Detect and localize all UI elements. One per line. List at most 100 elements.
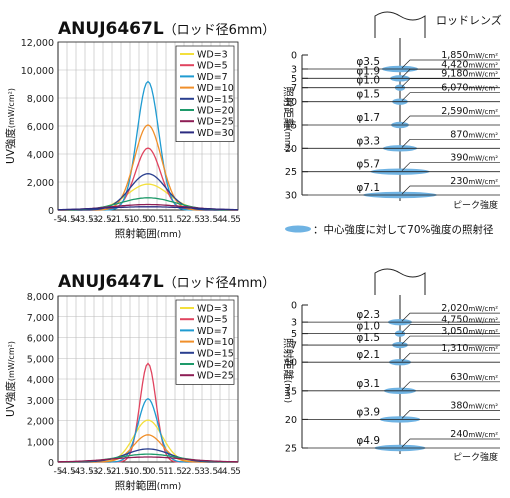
scale-tick-label: 7 (291, 341, 297, 352)
peak-intensity-unit: mW/cm² (468, 155, 498, 163)
peak-intensity-label: 2,020mW/cm² (441, 303, 498, 314)
peak-intensity-caption: ピーク強度 (453, 199, 498, 211)
spot-diameter-label: φ5.7 (356, 159, 380, 171)
x-tick-label: -2 (108, 215, 117, 225)
x-tick-label: 0 (145, 467, 151, 477)
distance-axis-label: 照射距離(mm) (282, 86, 295, 151)
series-line-wd-30 (58, 206, 238, 211)
scale-tick-label: 0 (291, 51, 297, 62)
x-tick-label: -3 (90, 215, 99, 225)
y-tick-label: 6,000 (27, 122, 54, 133)
intensity-leader (401, 335, 500, 345)
x-tick-label: 4 (217, 215, 223, 225)
peak-intensity-label: 3,050mW/cm² (441, 326, 498, 337)
peak-intensity-label: 870mW/cm² (450, 129, 498, 140)
scale-tick-label: 15 (285, 386, 297, 397)
peak-intensity-unit: mW/cm² (468, 178, 498, 186)
y-tick-label: 7,000 (27, 313, 54, 324)
x-tick-label: 4.5 (222, 467, 236, 477)
intensity-leader (401, 352, 500, 362)
x-axis-label-unit: (mm) (157, 482, 182, 492)
peak-intensity-label: 1,850mW/cm² (441, 50, 498, 61)
legend-entry: WD=3 (197, 304, 228, 315)
legend-entry: WD=5 (197, 61, 228, 72)
peak-intensity-unit: mW/cm² (468, 374, 498, 382)
peak-intensity-value: 1,310 (441, 343, 468, 354)
legend-entry: WD=15 (197, 94, 234, 105)
y-tick-label: 8,000 (27, 94, 54, 105)
peak-intensity-value: 630 (450, 372, 468, 383)
peak-intensity-value: 6,070 (441, 83, 468, 94)
x-tick-label: 3.5 (204, 215, 218, 225)
peak-intensity-label: 1,310mW/cm² (441, 343, 498, 354)
peak-intensity-value: 240 (450, 429, 468, 440)
peak-intensity-label: 230mW/cm² (450, 176, 498, 187)
y-tick-label: 2,000 (27, 417, 54, 428)
y-axis-label-text: UV強度 (4, 128, 17, 164)
y-tick-label: 0 (48, 458, 54, 469)
spot-diameter-label: φ2.1 (356, 349, 380, 361)
x-tick-label: 0 (145, 215, 151, 225)
legend-entry: WD=25 (197, 117, 234, 128)
intensity-leader (401, 92, 500, 101)
peak-intensity-value: 230 (450, 176, 468, 187)
peak-intensity-unit: mW/cm² (468, 328, 498, 336)
diagram-anuj6467l: ロッドレンズ照射距離(mm)03571015202530φ3.51,850mW/… (282, 11, 502, 211)
distance-axis-label-text: 照射距離 (282, 86, 295, 128)
x-tick-label: 1.5 (168, 215, 182, 225)
x-tick-label: -5 (54, 215, 63, 225)
scale-tick-label: 25 (285, 167, 297, 178)
peak-intensity-label: 4,750mW/cm² (441, 315, 498, 326)
intensity-leader (401, 68, 500, 78)
x-axis-label-unit: (mm) (157, 230, 182, 240)
peak-intensity-value: 390 (450, 153, 468, 164)
intensity-leader (401, 162, 500, 171)
peak-intensity-unit: mW/cm² (468, 52, 498, 60)
legend-entry: WD=10 (197, 83, 234, 94)
scale-tick-label: 15 (285, 121, 297, 132)
x-tick-label: -2.5 (94, 467, 112, 477)
peak-intensity-label: 2,590mW/cm² (441, 106, 498, 117)
series-line-wd-15 (58, 173, 238, 211)
x-tick-label: 2 (181, 467, 187, 477)
spot-diameter-label: φ3.3 (356, 135, 380, 147)
scale-tick-label: 5 (291, 74, 297, 85)
peak-intensity-label: 240mW/cm² (450, 429, 498, 440)
spot-legend-note: ：中心強度に対して70%強度の照射径 (285, 223, 494, 236)
chart-anuj6447l: ANUJ6447L（ロッド径4mm） 0 1,000 2,000 3,000 4,000 5… (4, 272, 275, 492)
legend-entry: WD=7 (197, 326, 228, 337)
y-axis-label: UV強度(mW/cm²) (4, 88, 17, 164)
x-tick-label: 5 (235, 467, 241, 477)
x-axis-label-text: 照射範囲 (115, 227, 157, 240)
chart-title-model: ANUJ6447L (58, 272, 164, 292)
x-tick-label: 3 (199, 467, 205, 477)
x-tick-label: 2 (181, 215, 187, 225)
scale-tick-label: 5 (291, 329, 297, 340)
legend-box (175, 45, 235, 142)
scale-tick-label: 7 (291, 83, 297, 94)
intensity-leader (401, 138, 500, 148)
chart-subtitle: （ロッド径4mm） (164, 276, 276, 291)
peak-intensity-unit: mW/cm² (468, 85, 498, 93)
y-tick-label: 4,000 (27, 375, 54, 386)
x-tick-label: -3.5 (76, 215, 94, 225)
peak-intensity-unit: mW/cm² (468, 317, 498, 325)
plot-frame (57, 41, 239, 211)
spot-legend-text: ：中心強度に対して70%強度の照射径 (313, 223, 494, 236)
y-axis-label-unit: (mW/cm²) (7, 341, 16, 381)
peak-intensity-unit: mW/cm² (468, 431, 498, 439)
x-tick-label: 2.5 (186, 467, 200, 477)
scale-tick-label: 10 (285, 97, 297, 108)
spot-legend-swatch (285, 225, 311, 233)
intensity-leader (401, 410, 500, 419)
y-tick-label: 3,000 (27, 396, 54, 407)
intensity-leader (401, 59, 500, 69)
peak-intensity-label: 6,070mW/cm² (441, 83, 498, 94)
y-tick-label: 12,000 (21, 38, 54, 49)
y-axis-label: UV強度(mW/cm²) (4, 341, 17, 417)
legend-entry: WD=20 (197, 360, 234, 371)
distance-axis-label: 照射距離(mm) (282, 338, 295, 403)
x-tick-label: 2.5 (186, 215, 200, 225)
rod-lens-label: ロッドレンズ (436, 13, 502, 27)
